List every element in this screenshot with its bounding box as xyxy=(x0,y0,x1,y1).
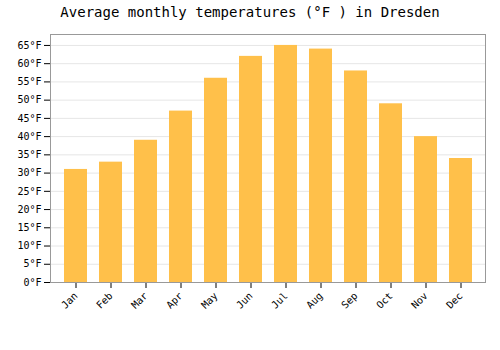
svg-text:Sep: Sep xyxy=(339,290,360,311)
svg-text:Feb: Feb xyxy=(94,290,115,311)
svg-text:40°F: 40°F xyxy=(17,131,41,142)
svg-text:Jan: Jan xyxy=(59,290,80,311)
svg-text:Jul: Jul xyxy=(269,290,290,311)
svg-text:10°F: 10°F xyxy=(17,240,41,251)
svg-text:50°F: 50°F xyxy=(17,94,41,105)
svg-text:May: May xyxy=(199,290,220,311)
svg-text:Oct: Oct xyxy=(374,290,395,311)
svg-text:Mar: Mar xyxy=(129,290,150,311)
svg-text:Dec: Dec xyxy=(444,290,465,311)
svg-text:20°F: 20°F xyxy=(17,204,41,215)
svg-text:0°F: 0°F xyxy=(23,277,41,288)
svg-text:Nov: Nov xyxy=(409,290,430,311)
svg-text:Jun: Jun xyxy=(234,290,255,311)
svg-text:35°F: 35°F xyxy=(17,149,41,160)
svg-text:45°F: 45°F xyxy=(17,113,41,124)
svg-text:30°F: 30°F xyxy=(17,167,41,178)
svg-text:15°F: 15°F xyxy=(17,222,41,233)
html-text:Average monthly temperatures (: Average monthly temperatures (°F ) in Dr… xyxy=(60,4,440,20)
svg-text:55°F: 55°F xyxy=(17,76,41,87)
svg-text:5°F: 5°F xyxy=(23,258,41,269)
svg-text:65°F: 65°F xyxy=(17,40,41,51)
svg-text:Apr: Apr xyxy=(164,290,185,311)
svg-text:60°F: 60°F xyxy=(17,58,41,69)
svg-text:Aug: Aug xyxy=(304,290,325,311)
svg-text:25°F: 25°F xyxy=(17,186,41,197)
